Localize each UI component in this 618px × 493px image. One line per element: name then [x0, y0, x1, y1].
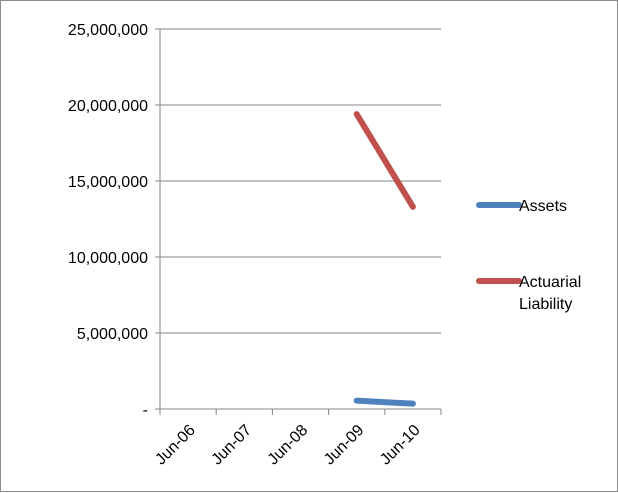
y-tick-label: 10,000,000: [68, 250, 148, 267]
legend-label: Assets: [519, 198, 567, 215]
y-tick-label: 15,000,000: [68, 174, 148, 191]
y-tick-label: -: [143, 402, 148, 419]
series-line-actuarial-liability: [353, 111, 416, 210]
y-tick-label: 25,000,000: [68, 22, 148, 39]
x-tick-label: Jun-10: [377, 422, 424, 469]
legend-label: Liability: [519, 296, 572, 313]
x-tick-label: Jun-07: [209, 422, 256, 469]
legend-label: Actuarial: [519, 274, 581, 291]
y-tick-label: 5,000,000: [77, 326, 148, 343]
x-tick-label: Jun-08: [265, 422, 312, 469]
x-tick-label: Jun-09: [321, 422, 368, 469]
series-line-assets: [353, 397, 416, 407]
x-tick-label: Jun-06: [152, 422, 199, 469]
y-tick-label: 20,000,000: [68, 98, 148, 115]
